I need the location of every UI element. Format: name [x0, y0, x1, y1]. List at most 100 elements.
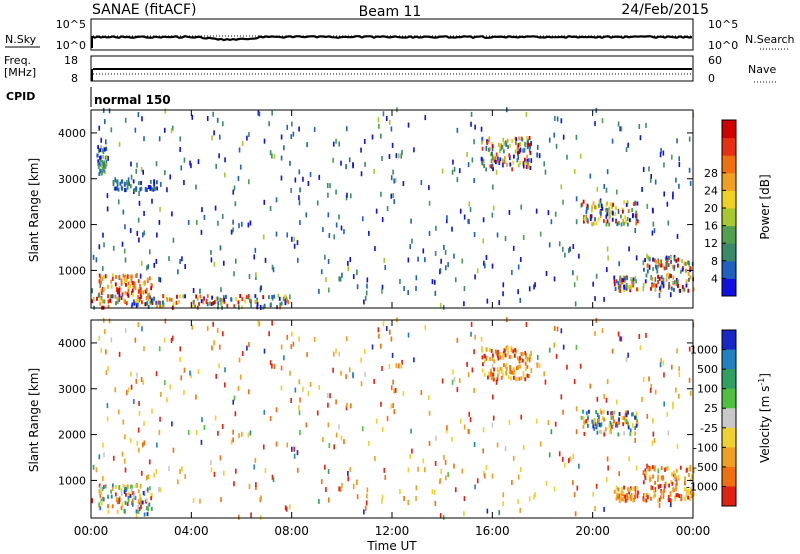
echo-cell [255, 485, 257, 491]
echo-cell [249, 430, 252, 436]
echo-cell [529, 165, 532, 170]
echo-cell [579, 363, 582, 369]
echo-cell [131, 490, 134, 495]
echo-cell [110, 489, 113, 494]
echo-cell [652, 494, 655, 499]
echo-cell [678, 162, 681, 168]
echo-cell [341, 272, 343, 278]
echo-cell [138, 298, 141, 303]
echo-cell [652, 431, 655, 437]
echo-cell [514, 149, 517, 154]
echo-cell [254, 294, 257, 299]
echo-cell [273, 153, 276, 159]
echo-cell [182, 294, 184, 299]
echo-cell [681, 288, 684, 293]
echo-cell [216, 296, 219, 301]
echo-cell [124, 290, 127, 295]
echo-cell [606, 219, 609, 224]
echo-cell [343, 229, 345, 235]
echo-cell [400, 153, 403, 159]
echo-cell [666, 260, 668, 265]
echo-cell [589, 216, 592, 221]
echo-cell [652, 474, 654, 479]
echo-cell [413, 147, 415, 153]
echo-cell [101, 276, 104, 281]
echo-cell [395, 153, 398, 159]
colorbar-swatch [722, 369, 736, 390]
echo-cell [495, 350, 498, 355]
echo-cell [264, 467, 267, 473]
x-tick-label: 12:00 [375, 524, 410, 538]
echo-cell [153, 262, 156, 268]
echo-cell [622, 278, 625, 283]
echo-cell [105, 162, 108, 167]
echo-cell [356, 494, 359, 500]
echo-cell [98, 454, 101, 460]
echo-cell [495, 152, 498, 157]
echo-cell [485, 145, 488, 151]
echo-cell [333, 444, 336, 450]
freq-right-tick-top: 60 [708, 54, 722, 67]
echo-cell [504, 236, 507, 242]
echo-cell [530, 368, 533, 374]
echo-cell [374, 246, 376, 252]
echo-cell [224, 157, 226, 163]
echo-cell [444, 249, 447, 255]
echo-cell [181, 466, 183, 472]
echo-cell [200, 299, 203, 304]
echo-cell [96, 153, 99, 158]
echo-cell [673, 280, 676, 285]
echo-cell [490, 368, 492, 373]
echo-cell [169, 174, 172, 180]
echo-cell [446, 215, 448, 221]
echo-cell [463, 496, 466, 502]
echo-cell [673, 287, 675, 292]
echo-cell [492, 415, 495, 421]
echo-cell [340, 160, 342, 166]
echo-cell [99, 275, 102, 280]
echo-cell [123, 489, 126, 494]
echo-cell [129, 184, 132, 189]
echo-cell [183, 180, 185, 186]
echo-cell [162, 300, 164, 305]
echo-cell [595, 410, 598, 415]
echo-cell [224, 172, 226, 178]
echo-cell [467, 162, 470, 168]
echo-cell [360, 171, 363, 177]
echo-cell [667, 272, 669, 277]
echo-cell [502, 501, 504, 507]
y-tick-label: 2000 [58, 429, 86, 442]
echo-cell [493, 367, 495, 372]
echo-cell [104, 139, 107, 145]
echo-cell [625, 413, 628, 418]
echo-cell [223, 297, 226, 302]
echo-cell [524, 377, 527, 382]
echo-cell [120, 281, 123, 286]
echo-cell [491, 372, 494, 377]
echo-cell [659, 152, 662, 158]
echo-cell [180, 165, 183, 171]
echo-cell [554, 421, 557, 427]
echo-cell [651, 485, 654, 490]
echo-cell [573, 492, 576, 498]
echo-cell [335, 432, 338, 438]
echo-cell [399, 489, 401, 495]
echo-cell [503, 159, 506, 164]
echo-cell [97, 148, 100, 153]
echo-cell [146, 506, 149, 511]
echo-cell [482, 159, 485, 164]
echo-cell [127, 281, 130, 286]
echo-cell [588, 409, 590, 414]
echo-cell [625, 357, 628, 363]
echo-cell [335, 222, 338, 228]
echo-cell [164, 170, 166, 176]
echo-cell [691, 474, 693, 479]
echo-cell [107, 299, 110, 304]
echo-cell [500, 143, 503, 148]
echo-cell [346, 192, 348, 198]
echo-cell [535, 208, 538, 214]
echo-cell [651, 440, 654, 446]
echo-cell [642, 480, 645, 485]
echo-cell [109, 294, 112, 299]
echo-cell [644, 468, 647, 473]
